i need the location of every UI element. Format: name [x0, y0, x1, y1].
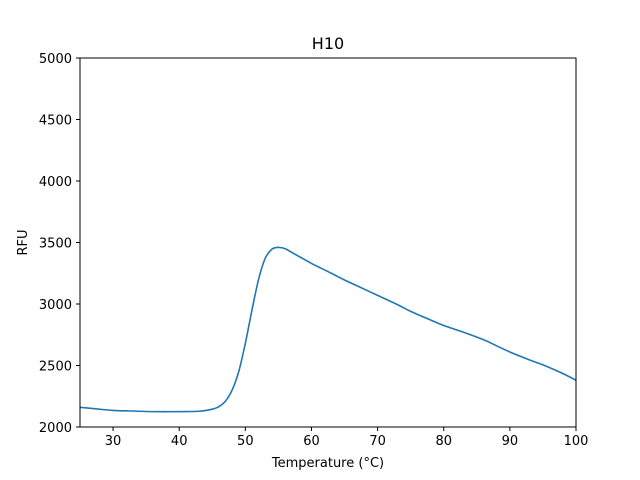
x-axis: 30 40 50 60 70 80 90 100	[105, 427, 589, 449]
y-tick-label: 4000	[39, 175, 72, 190]
x-tick-label: 70	[369, 434, 386, 449]
data-layer	[80, 246, 576, 413]
y-axis-label: RFU	[16, 229, 31, 255]
y-tick-label: 5000	[39, 52, 72, 67]
x-axis-label: Temperature (°C)	[271, 456, 384, 471]
y-tick-label: 2500	[39, 360, 72, 375]
series-line-0	[80, 246, 576, 413]
y-axis: 2000 2500 3000 3500 4000 4500 5000	[39, 52, 80, 436]
y-tick-label: 3500	[39, 237, 72, 252]
x-tick-label: 100	[564, 434, 589, 449]
x-tick-label: 40	[171, 434, 188, 449]
y-tick-label: 4500	[39, 114, 72, 129]
x-tick-label: 30	[105, 434, 122, 449]
y-tick-label: 3000	[39, 298, 72, 313]
x-tick-label: 60	[303, 434, 320, 449]
chart-title: H10	[312, 34, 344, 53]
y-tick-label: 2000	[39, 421, 72, 436]
x-tick-label: 50	[237, 434, 254, 449]
x-tick-label: 90	[502, 434, 519, 449]
x-tick-label: 80	[435, 434, 452, 449]
